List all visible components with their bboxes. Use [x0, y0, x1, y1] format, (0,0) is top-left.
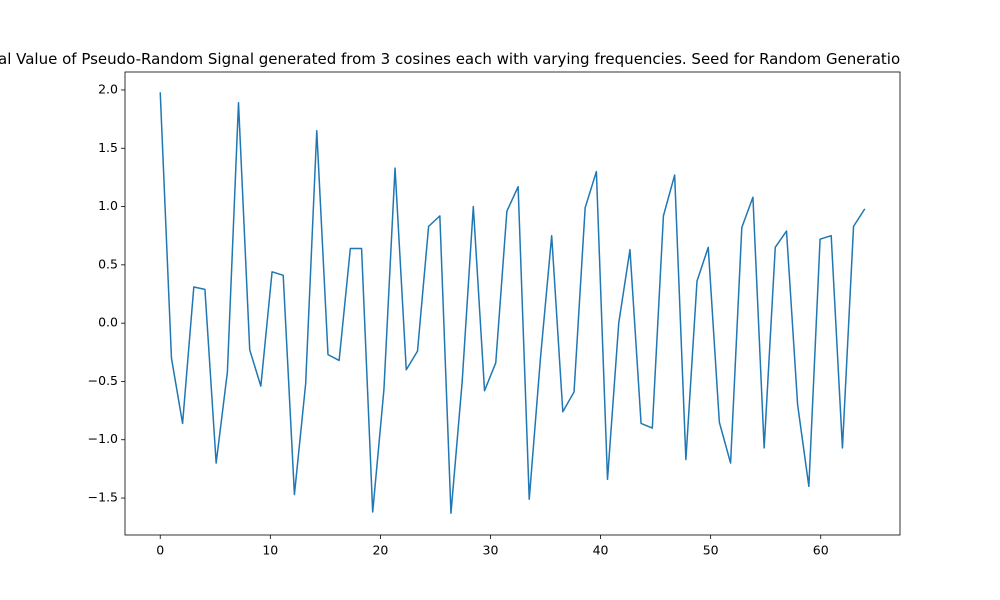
line-series: [159, 92, 866, 514]
y-tick-label: −1.0: [88, 431, 118, 446]
x-tick-label: 40: [593, 543, 609, 558]
plot-frame: [124, 71, 901, 536]
x-tick-label: 60: [813, 543, 829, 558]
chart-title: al Value of Pseudo-Random Signal generat…: [0, 50, 900, 68]
y-tick-label: 1.5: [98, 140, 118, 155]
y-tick-label: −0.5: [88, 373, 118, 388]
y-tick-label: 0.0: [98, 315, 118, 330]
x-tick-label: 0: [156, 543, 164, 558]
x-tick-label: 30: [483, 543, 499, 558]
x-tick-label: 10: [262, 543, 278, 558]
x-tick-label: 50: [703, 543, 719, 558]
x-tick-label: 20: [372, 543, 388, 558]
y-tick-label: 0.5: [98, 256, 118, 271]
y-tick-label: −1.5: [88, 490, 118, 505]
y-tick-label: 1.0: [98, 198, 118, 213]
y-tick-label: 2.0: [98, 81, 118, 96]
